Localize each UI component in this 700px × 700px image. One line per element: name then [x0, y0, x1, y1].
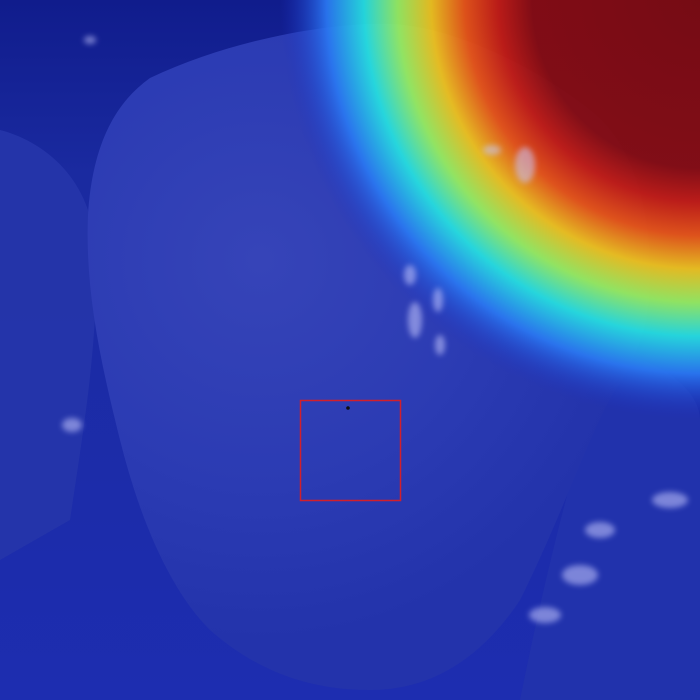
red-bounding-box — [299, 399, 402, 502]
specular-highlights — [62, 36, 688, 623]
box-marker-dot — [346, 406, 350, 410]
